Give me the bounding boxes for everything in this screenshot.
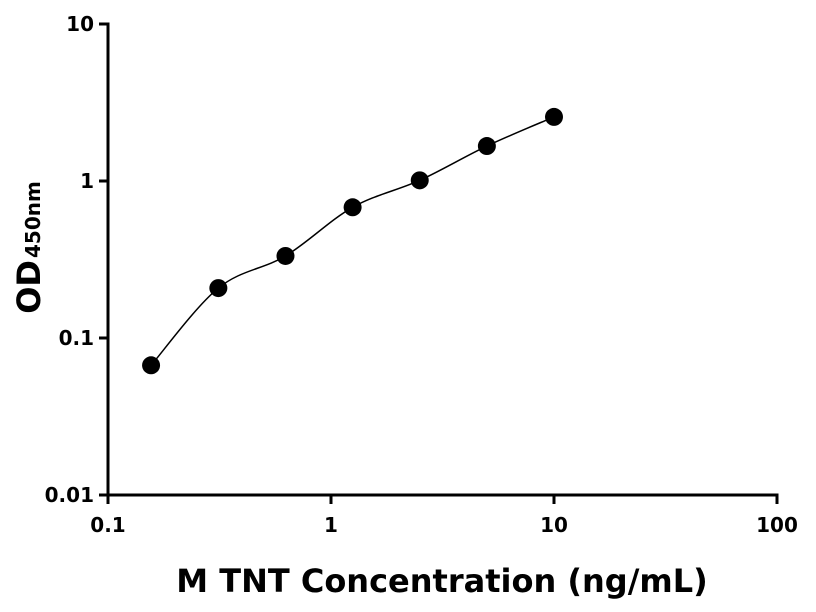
- y-tick-label: 10: [66, 12, 94, 36]
- y-tick-label: 0.1: [59, 326, 94, 350]
- x-tick-label: 0.1: [90, 513, 125, 537]
- data-point: [142, 356, 161, 375]
- fit-curve: [150, 116, 555, 366]
- data-point: [343, 198, 362, 217]
- data-point: [410, 171, 429, 190]
- y-axis-label-subscript: 450nm: [21, 181, 45, 258]
- x-tick-label: 100: [756, 513, 798, 537]
- data-point: [209, 279, 228, 298]
- x-axis-label: M TNT Concentration (ng/mL): [176, 562, 707, 600]
- y-axis-label-group: OD 450nm: [10, 181, 48, 314]
- y-tick-label: 1: [80, 169, 94, 193]
- x-tick-label: 1: [324, 513, 338, 537]
- data-point: [477, 137, 496, 156]
- y-axis-label: OD: [10, 260, 48, 314]
- data-point: [276, 246, 295, 265]
- x-tick-label: 10: [540, 513, 568, 537]
- y-tick-label: 0.01: [45, 483, 94, 507]
- data-point: [545, 107, 563, 126]
